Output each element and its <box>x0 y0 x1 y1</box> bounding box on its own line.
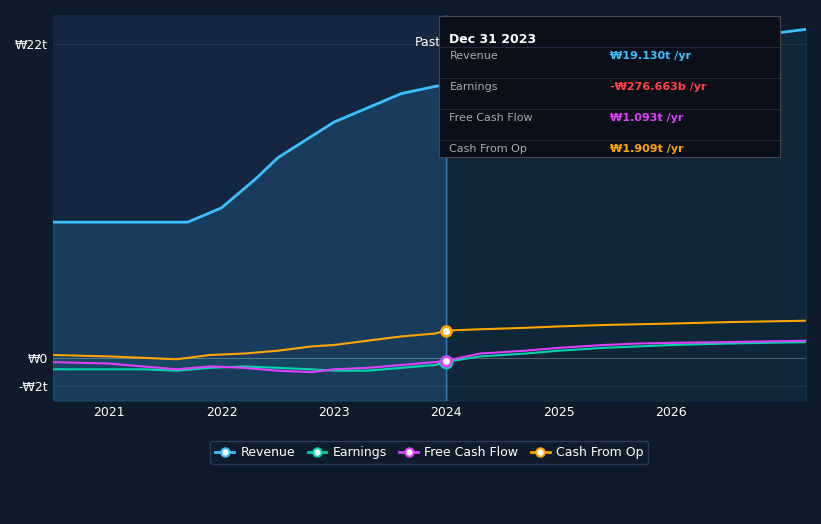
Text: Dec 31 2023: Dec 31 2023 <box>449 32 537 46</box>
Text: Revenue: Revenue <box>449 51 498 61</box>
Text: ₩1.093t /yr: ₩1.093t /yr <box>609 113 683 123</box>
Bar <box>53 15 447 401</box>
Text: Past: Past <box>415 37 441 49</box>
Text: Cash From Op: Cash From Op <box>449 145 527 155</box>
Text: ₩19.130t /yr: ₩19.130t /yr <box>609 51 690 61</box>
Legend: Revenue, Earnings, Free Cash Flow, Cash From Op: Revenue, Earnings, Free Cash Flow, Cash … <box>210 441 649 464</box>
Text: -₩276.663b /yr: -₩276.663b /yr <box>609 82 706 92</box>
Text: Analysts Forecasts: Analysts Forecasts <box>452 37 568 49</box>
Text: Free Cash Flow: Free Cash Flow <box>449 113 533 123</box>
Text: ₩1.909t /yr: ₩1.909t /yr <box>609 145 683 155</box>
Text: Earnings: Earnings <box>449 82 498 92</box>
